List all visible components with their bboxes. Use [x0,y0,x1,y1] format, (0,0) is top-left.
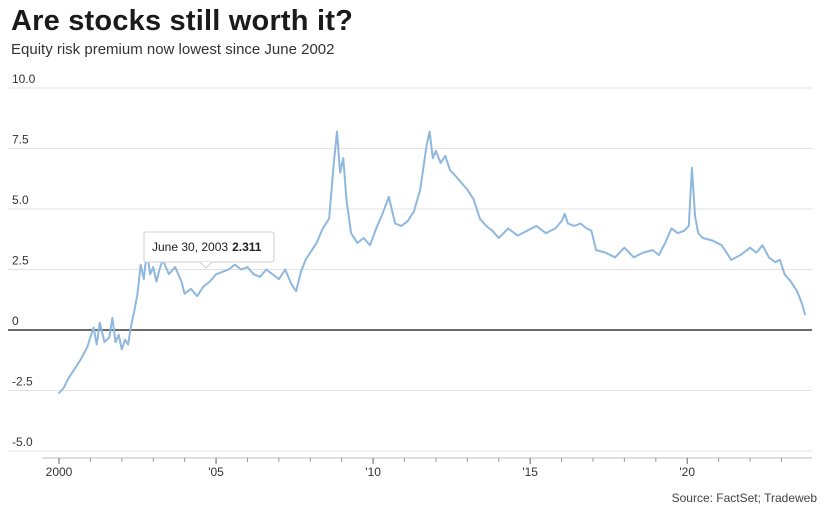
tooltip-caret [199,261,213,269]
x-tick-label: '20 [679,465,695,479]
y-axis: 10.0 7.5 5.0 2.5 0 -2.5 -5.0 [12,72,36,449]
chart-title: Are stocks still worth it? [11,5,353,37]
y-tick-label: 5.0 [12,193,29,207]
tooltip: June 30, 2003 2.311 [143,231,275,269]
x-tick-label: '05 [208,465,224,479]
y-tick-label: -5.0 [12,435,33,449]
x-axis: 2000 '05 '10 '15 '20 [42,457,812,479]
x-tick-label: 2000 [46,465,73,479]
x-tick-label: '15 [522,465,538,479]
tooltip-date: June 30, 2003 [152,240,228,254]
y-tick-label: 0 [12,314,19,328]
y-tick-label: 7.5 [12,133,29,147]
series-line [58,130,806,394]
y-tick-label: 10.0 [12,72,36,86]
grid-layer [8,87,812,452]
tooltip-value: 2.311 [232,240,262,254]
tooltip-text: June 30, 2003 2.311 [152,240,262,254]
y-tick-label: 2.5 [12,254,29,268]
series-layer [58,130,806,394]
source-note: Source: FactSet; Tradeweb [671,491,817,505]
y-tick-label: -2.5 [12,375,33,389]
chart-subtitle: Equity risk premium now lowest since Jun… [11,41,335,58]
x-tick-label: '10 [365,465,381,479]
